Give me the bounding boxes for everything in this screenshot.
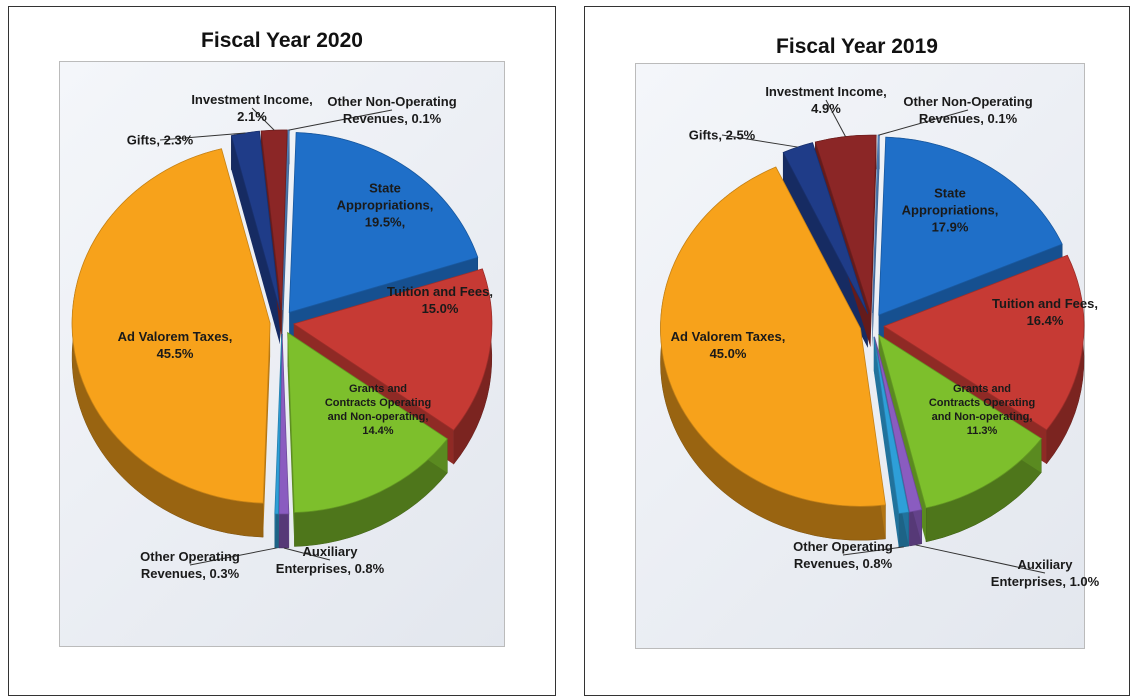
pie-slice xyxy=(660,166,886,507)
slice-label: Tuition and Fees, 15.0% xyxy=(375,283,505,317)
leader-line xyxy=(721,134,798,148)
pie-slice xyxy=(878,334,1042,509)
slice-label: Gifts, 2.5% xyxy=(657,127,787,144)
slice-label: Auxiliary Enterprises, 0.8% xyxy=(265,543,395,577)
leader-line xyxy=(283,547,331,561)
leader-line xyxy=(189,547,277,566)
pie-slice xyxy=(873,336,910,514)
leader-line xyxy=(159,132,246,141)
value-label: 15.0% xyxy=(421,301,459,316)
category-label: Other Non-Operating Revenues, xyxy=(327,94,457,126)
category-label: Other Operating Revenues, xyxy=(793,539,893,571)
category-label: Other Non-Operating Revenues, xyxy=(903,94,1033,126)
category-label: Gifts, xyxy=(126,132,160,148)
pie-slice xyxy=(274,333,283,515)
category-label: Grants and Contracts Operating and Non-o… xyxy=(928,383,1036,423)
slice-edge xyxy=(231,135,280,345)
value-label: 14.4% xyxy=(362,425,394,437)
value-label: 17.9% xyxy=(931,219,969,235)
slice-edge xyxy=(783,152,868,348)
value-label: 2.3% xyxy=(163,132,194,148)
category-label: Tuition and Fees, xyxy=(992,296,1098,311)
category-label: Ad Valorem Taxes, xyxy=(670,329,786,344)
value-label: 45.5% xyxy=(156,346,194,361)
leader-line xyxy=(842,546,904,556)
leader-line xyxy=(825,99,846,137)
pie-slice xyxy=(874,336,923,513)
pie-slice xyxy=(878,136,1063,316)
category-label: Investment Income, xyxy=(191,92,313,107)
category-label: Investment Income, xyxy=(765,84,887,99)
pie-slice xyxy=(287,331,448,513)
value-label: 0.1% xyxy=(411,111,442,126)
slice-label: Investment Income, 2.1% xyxy=(187,91,317,125)
category-label: Grants and Contracts Operating and Non-o… xyxy=(324,383,432,423)
slice-label: Ad Valorem Taxes, 45.0% xyxy=(663,328,793,362)
value-label: 1.0% xyxy=(1069,574,1100,589)
slice-label: Grants and Contracts Operating and Non-o… xyxy=(323,382,433,438)
category-label: Ad Valorem Taxes, xyxy=(117,329,233,344)
value-label: 0.3% xyxy=(209,566,240,581)
slice-label: Gifts, 2.3% xyxy=(95,132,225,149)
slice-label: Other Non-Operating Revenues, 0.1% xyxy=(903,93,1033,127)
category-label: Gifts, xyxy=(688,127,722,143)
value-label: 19.5%, xyxy=(364,214,406,230)
slice-label: Other Operating Revenues, 0.8% xyxy=(778,538,908,572)
value-label: 4.9% xyxy=(811,101,841,116)
slice-label: Grants and Contracts Operating and Non-o… xyxy=(927,382,1037,438)
value-label: 0.8% xyxy=(862,556,893,571)
value-label: 0.1% xyxy=(987,111,1018,126)
chart-title: Fiscal Year 2019 xyxy=(776,35,938,58)
slice-label: Auxiliary Enterprises, 1.0% xyxy=(980,556,1110,590)
leader-line xyxy=(878,109,969,136)
category-label: Other Operating Revenues, xyxy=(140,549,240,581)
leader-line xyxy=(251,107,275,131)
value-label: 45.0% xyxy=(709,346,747,361)
slice-label: Ad Valorem Taxes, 45.5% xyxy=(110,328,240,362)
leader-line xyxy=(288,109,393,131)
category-label: Tuition and Fees, xyxy=(387,284,493,299)
pie-slice xyxy=(292,268,493,431)
chart-title: Fiscal Year 2020 xyxy=(201,29,363,52)
pie-slice xyxy=(883,254,1085,431)
pie-slice xyxy=(288,132,479,313)
slice-label: State Appropriations, 17.9% xyxy=(885,185,1015,236)
pie-slice xyxy=(71,148,271,504)
category-label: Auxiliary Enterprises, xyxy=(275,544,358,576)
slice-label: State Appropriations, 19.5%, xyxy=(320,180,450,231)
slice-label: Tuition and Fees, 16.4% xyxy=(980,295,1110,329)
slice-label: Other Non-Operating Revenues, 0.1% xyxy=(327,93,457,127)
pie-slice xyxy=(278,333,290,515)
value-label: 0.8% xyxy=(354,561,385,576)
slice-edge xyxy=(873,336,899,548)
category-label: Auxiliary Enterprises, xyxy=(990,557,1073,589)
value-label: 11.3% xyxy=(966,425,998,437)
slice-label: Other Operating Revenues, 0.3% xyxy=(125,548,255,582)
category-label: State Appropriations, xyxy=(901,185,999,218)
slice-label: Investment Income, 4.9% xyxy=(761,83,891,117)
leader-line xyxy=(915,544,1046,574)
value-label: 16.4% xyxy=(1026,313,1064,328)
value-label: 2.1% xyxy=(237,109,267,124)
value-label: 2.5% xyxy=(725,127,756,143)
category-label: State Appropriations, xyxy=(336,180,434,213)
